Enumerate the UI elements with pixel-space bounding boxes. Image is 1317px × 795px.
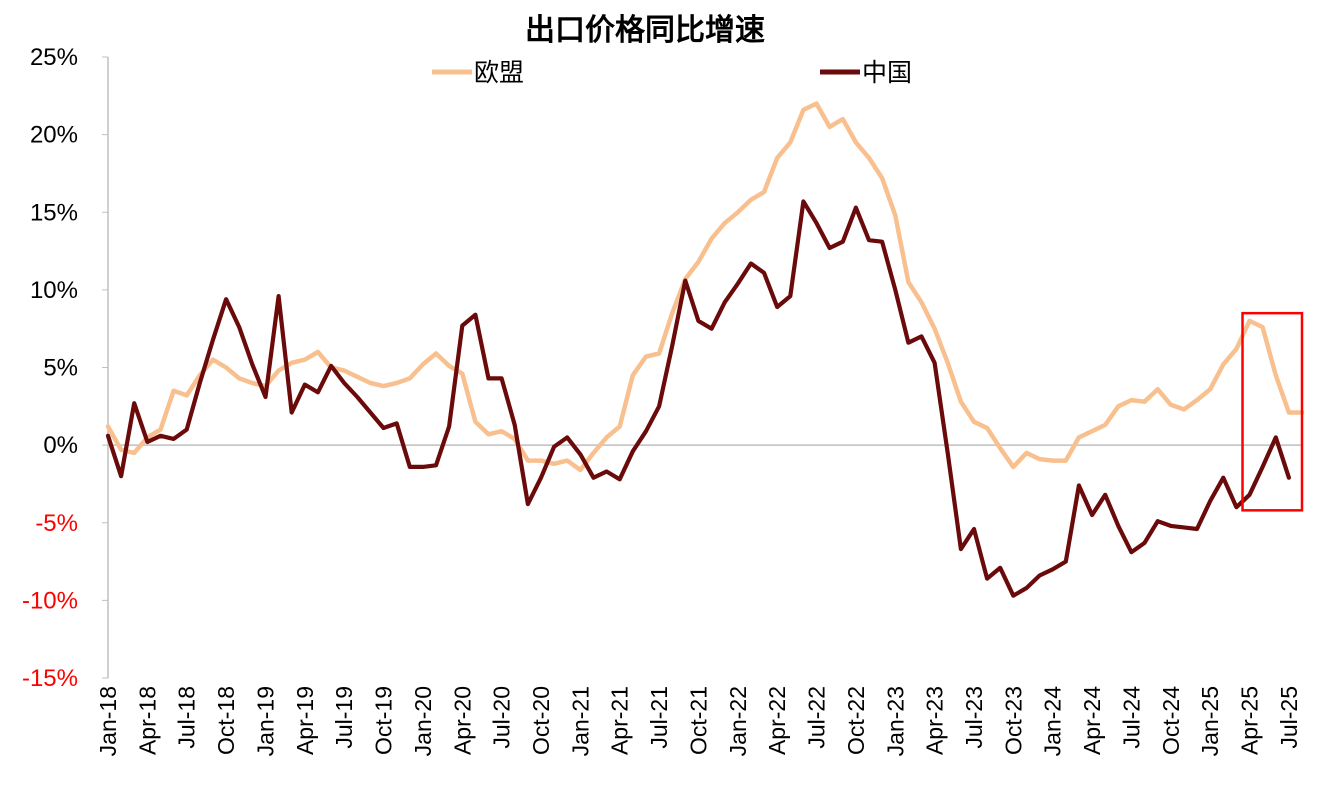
x-tick-label: Oct-24	[1158, 686, 1184, 755]
x-tick-label: Jan-25	[1197, 686, 1223, 756]
x-tick-label: Oct-18	[213, 686, 239, 755]
x-tick-label: Apr-20	[449, 686, 475, 755]
y-tick-label: 5%	[43, 355, 78, 382]
y-tick-label: -5%	[35, 510, 78, 537]
x-tick-label: Jul-19	[331, 686, 357, 749]
x-tick-label: Jan-20	[410, 686, 436, 756]
x-tick-label: Apr-21	[607, 686, 633, 755]
x-tick-label: Oct-20	[528, 686, 554, 755]
legend-label-1: 中国	[862, 58, 912, 87]
x-tick-label: Jul-18	[174, 686, 200, 749]
x-tick-label: Oct-21	[685, 686, 711, 755]
x-tick-label: Jul-21	[646, 686, 672, 749]
x-tick-label: Oct-19	[371, 686, 397, 755]
x-tick-label: Apr-19	[292, 686, 318, 755]
x-tick-label: Jan-19	[253, 686, 279, 756]
series-line-0	[105, 101, 1305, 473]
x-tick-label: Jul-20	[489, 686, 515, 749]
y-tick-label: -10%	[22, 587, 78, 614]
x-axis-ticks: Jan-18 Apr-18 Jul-18 Oct-18 Jan-19 Apr-19 Jul-…	[95, 686, 1302, 757]
x-tick-label: Apr-22	[764, 686, 790, 755]
x-tick-label: Jul-23	[961, 686, 987, 749]
x-tick-label: Jul-24	[1118, 686, 1144, 749]
x-tick-label: Oct-22	[843, 686, 869, 755]
x-tick-label: Apr-25	[1237, 686, 1263, 755]
x-tick-label: Jan-18	[95, 686, 121, 756]
x-tick-label: Jan-21	[567, 686, 593, 756]
x-tick-label: Oct-23	[1000, 686, 1026, 755]
legend: 欧盟 中国	[432, 58, 912, 87]
y-tick-label: 10%	[30, 277, 78, 304]
highlight-box	[1241, 311, 1304, 512]
x-tick-label: Apr-18	[134, 686, 160, 755]
legend-label-0: 欧盟	[474, 58, 524, 87]
x-tick-label: Apr-24	[1079, 686, 1105, 755]
x-tick-label: Apr-23	[922, 686, 948, 755]
x-tick-label: Jul-25	[1276, 686, 1302, 749]
x-tick-label: Jan-22	[725, 686, 751, 756]
y-tick-label: -15%	[22, 665, 78, 692]
y-tick-label: 25%	[30, 44, 78, 71]
y-tick-label: 15%	[30, 199, 78, 226]
chart-title: 出口价格同比增速	[525, 13, 765, 48]
y-tick-label: 20%	[30, 122, 78, 149]
series-line-1	[105, 199, 1292, 598]
x-tick-label: Jan-24	[1040, 686, 1066, 757]
highlight-rect	[1241, 311, 1304, 512]
series-lines	[105, 101, 1305, 598]
x-tick-label: Jan-23	[882, 686, 908, 756]
y-tick-label: 0%	[43, 432, 78, 459]
y-axis-ticks: 25% 20% 15% 10% 5% 0% -5% -10% -15%	[22, 44, 78, 692]
x-tick-label: Jul-22	[804, 686, 830, 749]
axes	[102, 56, 1302, 679]
